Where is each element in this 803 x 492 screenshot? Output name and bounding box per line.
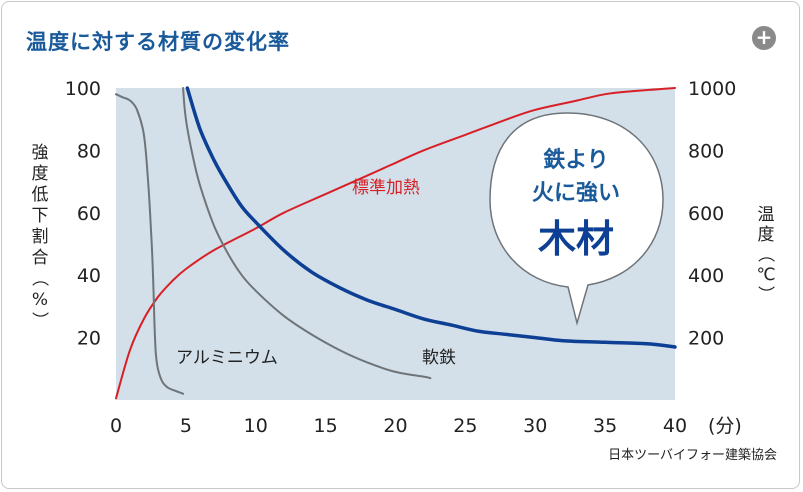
y-left-tick-label: 80 (77, 140, 101, 162)
x-axis-label: (分) (708, 415, 742, 437)
x-tick-label: 5 (180, 415, 192, 437)
callout-line1: 鉄より (543, 147, 609, 173)
callout-line2: 火に強い (532, 180, 620, 206)
y-right-tick-label: 600 (688, 203, 724, 225)
axis-label-char: 低 (32, 185, 49, 205)
y-left-tick-label: 20 (77, 328, 101, 350)
series-lines (115, 86, 677, 400)
y-right-axis-label: 温度（ ℃） (755, 205, 776, 303)
axis-label-char: 度 (758, 225, 775, 245)
series-label-mild-steel: 軟鉄 (422, 348, 456, 368)
wood-line (185, 86, 677, 349)
y-left-tick-label: 40 (77, 265, 101, 287)
series-label-aluminum: アルミニウム (176, 348, 278, 368)
axis-label-char: （ (29, 270, 49, 287)
x-axis-ticks: 0 5 10 15 20 25 30 35 40 (110, 415, 687, 437)
axis-label-char: ℃ (756, 265, 775, 285)
y-left-tick-label: 100 (65, 78, 101, 100)
axis-label-char: 強 (32, 143, 49, 163)
x-tick-label: 40 (663, 415, 687, 437)
callout-bubble: 鉄より 火に強い 木材 (489, 112, 664, 326)
axis-label-char: ） (755, 286, 775, 303)
mild-steel-line (182, 87, 432, 380)
x-tick-label: 30 (523, 415, 547, 437)
callout-line3: 木材 (538, 217, 614, 261)
axis-label-char: ） (29, 312, 49, 329)
source-credit: 日本ツーバイフォー建築協会 (608, 448, 777, 463)
y-right-tick-label: 400 (688, 265, 724, 287)
axis-label-char: 下 (32, 206, 49, 226)
axis-label-char: 割 (32, 227, 49, 247)
axis-label-char: 度 (32, 164, 49, 184)
standard-heat-line (115, 87, 676, 400)
axis-label-char: 合 (32, 248, 49, 268)
x-tick-label: 10 (244, 415, 268, 437)
aluminum-line (115, 93, 185, 395)
y-left-axis-ticks: 100 80 60 40 20 (65, 78, 101, 350)
y-right-tick-label: 800 (688, 140, 724, 162)
chart-title: 温度に対する材質の変化率 (26, 30, 290, 54)
x-tick-label: 20 (383, 415, 407, 437)
x-tick-label: 0 (110, 415, 122, 437)
y-right-tick-label: 200 (688, 328, 724, 350)
callout-shape (489, 112, 664, 326)
y-right-axis-ticks: 1000 800 600 400 200 (688, 78, 736, 350)
series-label-standard-heat: 標準加熱 (352, 178, 420, 198)
x-tick-label: 35 (593, 415, 617, 437)
plus-icon[interactable]: + (752, 26, 776, 50)
x-tick-label: 15 (314, 415, 338, 437)
y-left-tick-label: 60 (77, 203, 101, 225)
x-tick-label: 25 (453, 415, 477, 437)
axis-label-char: （ (755, 246, 775, 263)
y-right-tick-label: 1000 (688, 78, 736, 100)
axis-label-char: % (32, 290, 48, 310)
axis-label-char: 温 (758, 205, 775, 225)
